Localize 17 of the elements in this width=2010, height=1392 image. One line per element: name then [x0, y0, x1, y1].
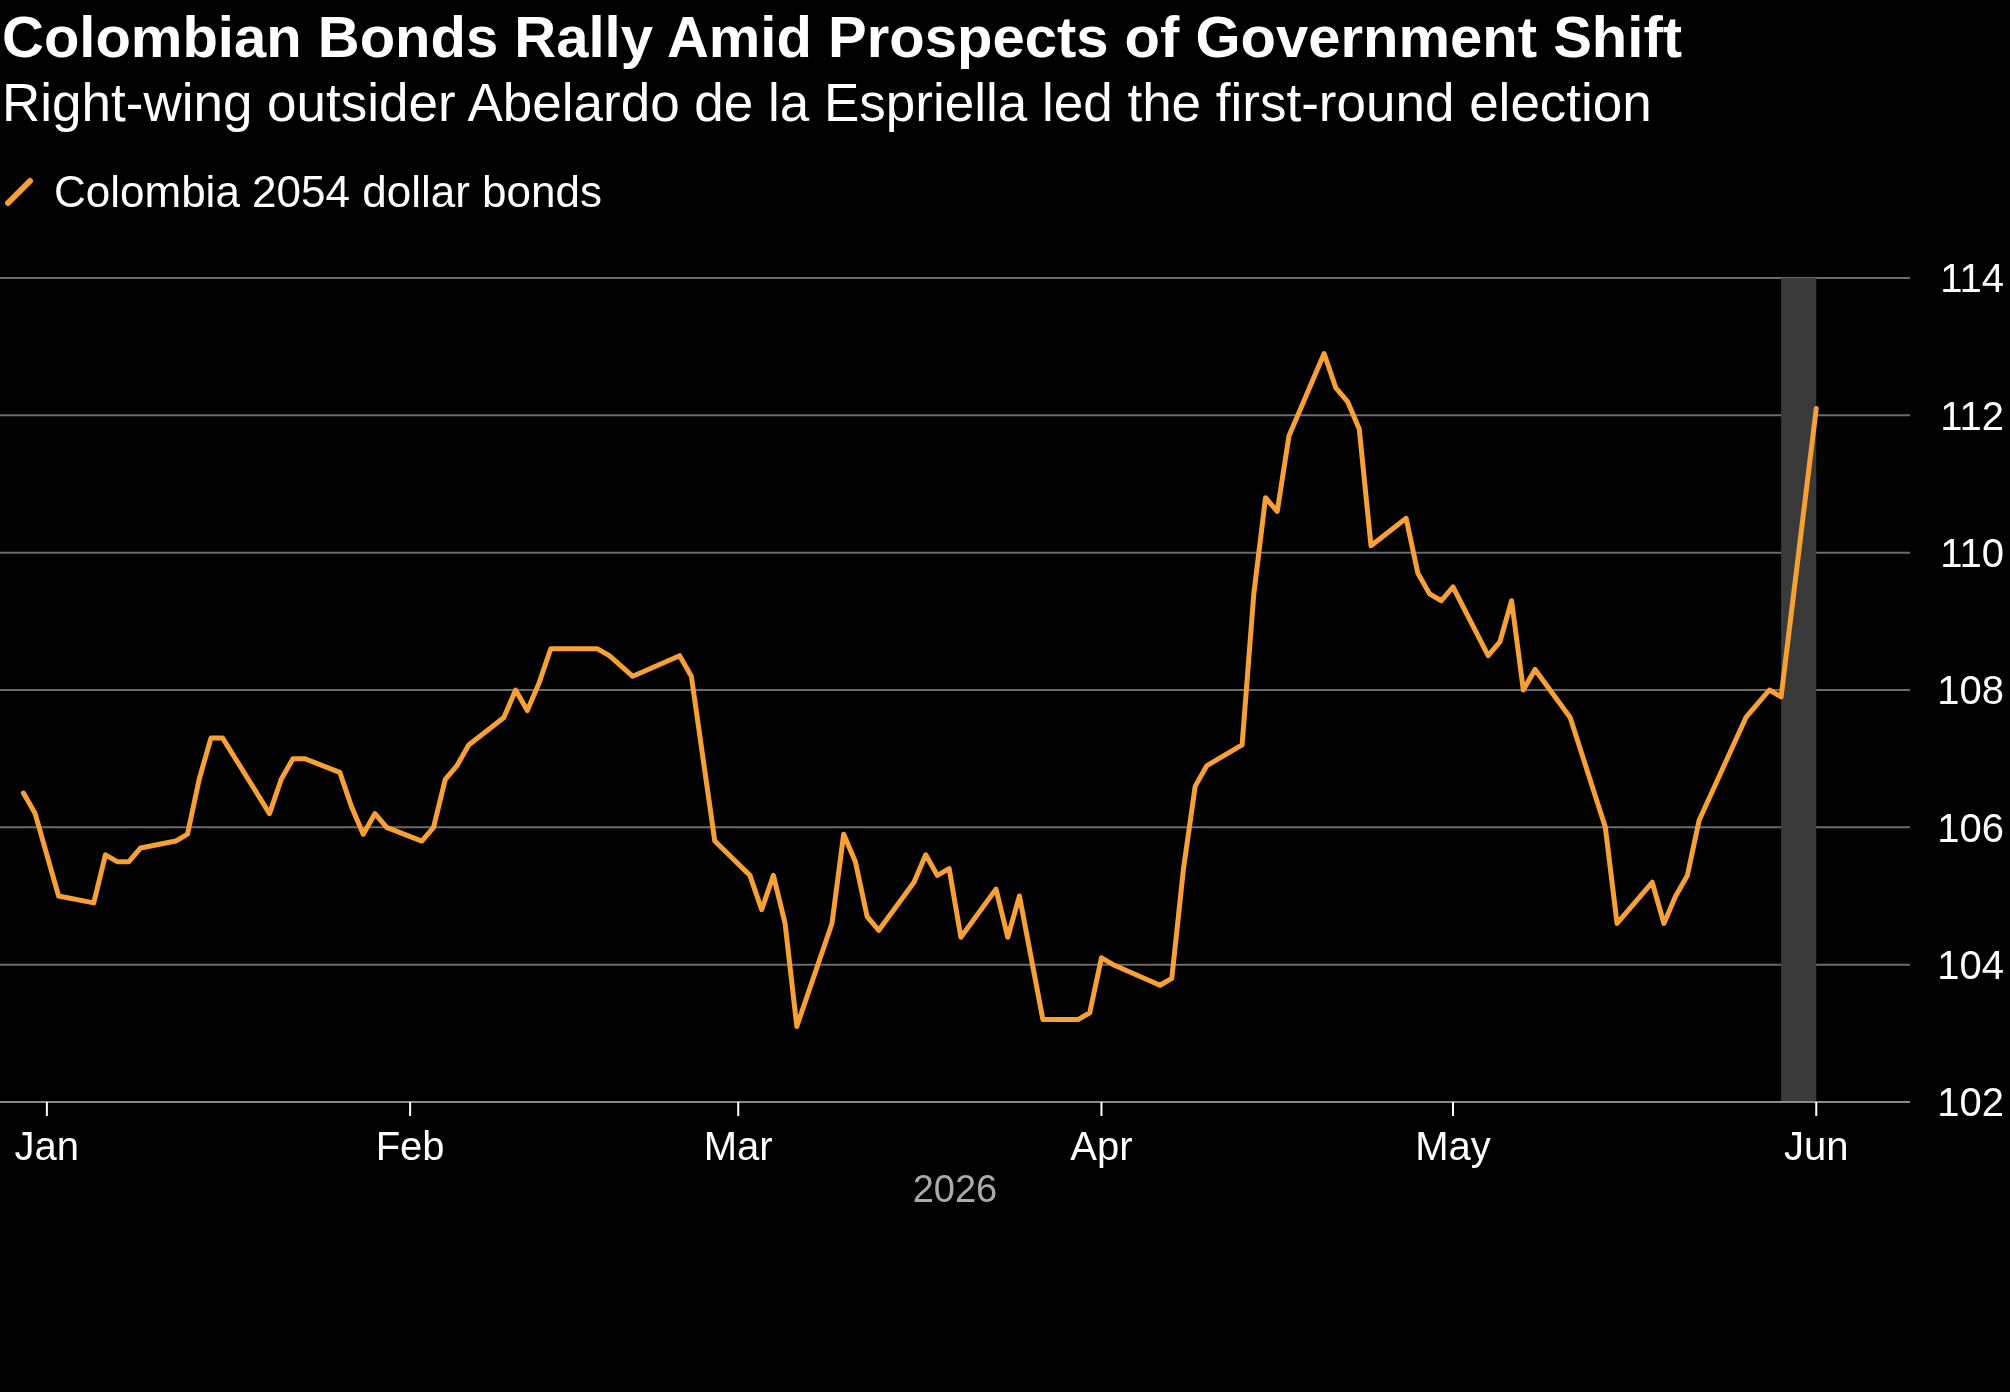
- x-tick-label: Apr: [1070, 1124, 1133, 1169]
- chart-subtitle: Right-wing outsider Abelardo de la Espriella led the first-round election: [1, 72, 1653, 134]
- x-tick-label: Jan: [14, 1124, 80, 1169]
- y-tick-label: 104: [1937, 942, 2004, 987]
- y-tick-label: 102: [1937, 1080, 2004, 1125]
- y-tick-label: 106: [1937, 805, 2004, 850]
- y-tick-label: 114: [1940, 256, 2004, 301]
- x-axis-title: 2026: [912, 1168, 998, 1210]
- y-tick-label: 108: [1937, 668, 2004, 713]
- y-tick-label: 112: [1940, 393, 2004, 438]
- chart-title: Colombian Bonds Rally Amid Prospects of Government Shift: [1, 3, 1684, 70]
- y-tick-label: 110: [1940, 530, 2004, 575]
- x-tick-label: Feb: [375, 1124, 445, 1169]
- x-tick-label: Jun: [1784, 1124, 1849, 1169]
- x-tick-label: Mar: [703, 1124, 773, 1169]
- legend-label: Colombia 2054 dollar bonds: [54, 167, 602, 217]
- x-tick-label: May: [1415, 1124, 1491, 1169]
